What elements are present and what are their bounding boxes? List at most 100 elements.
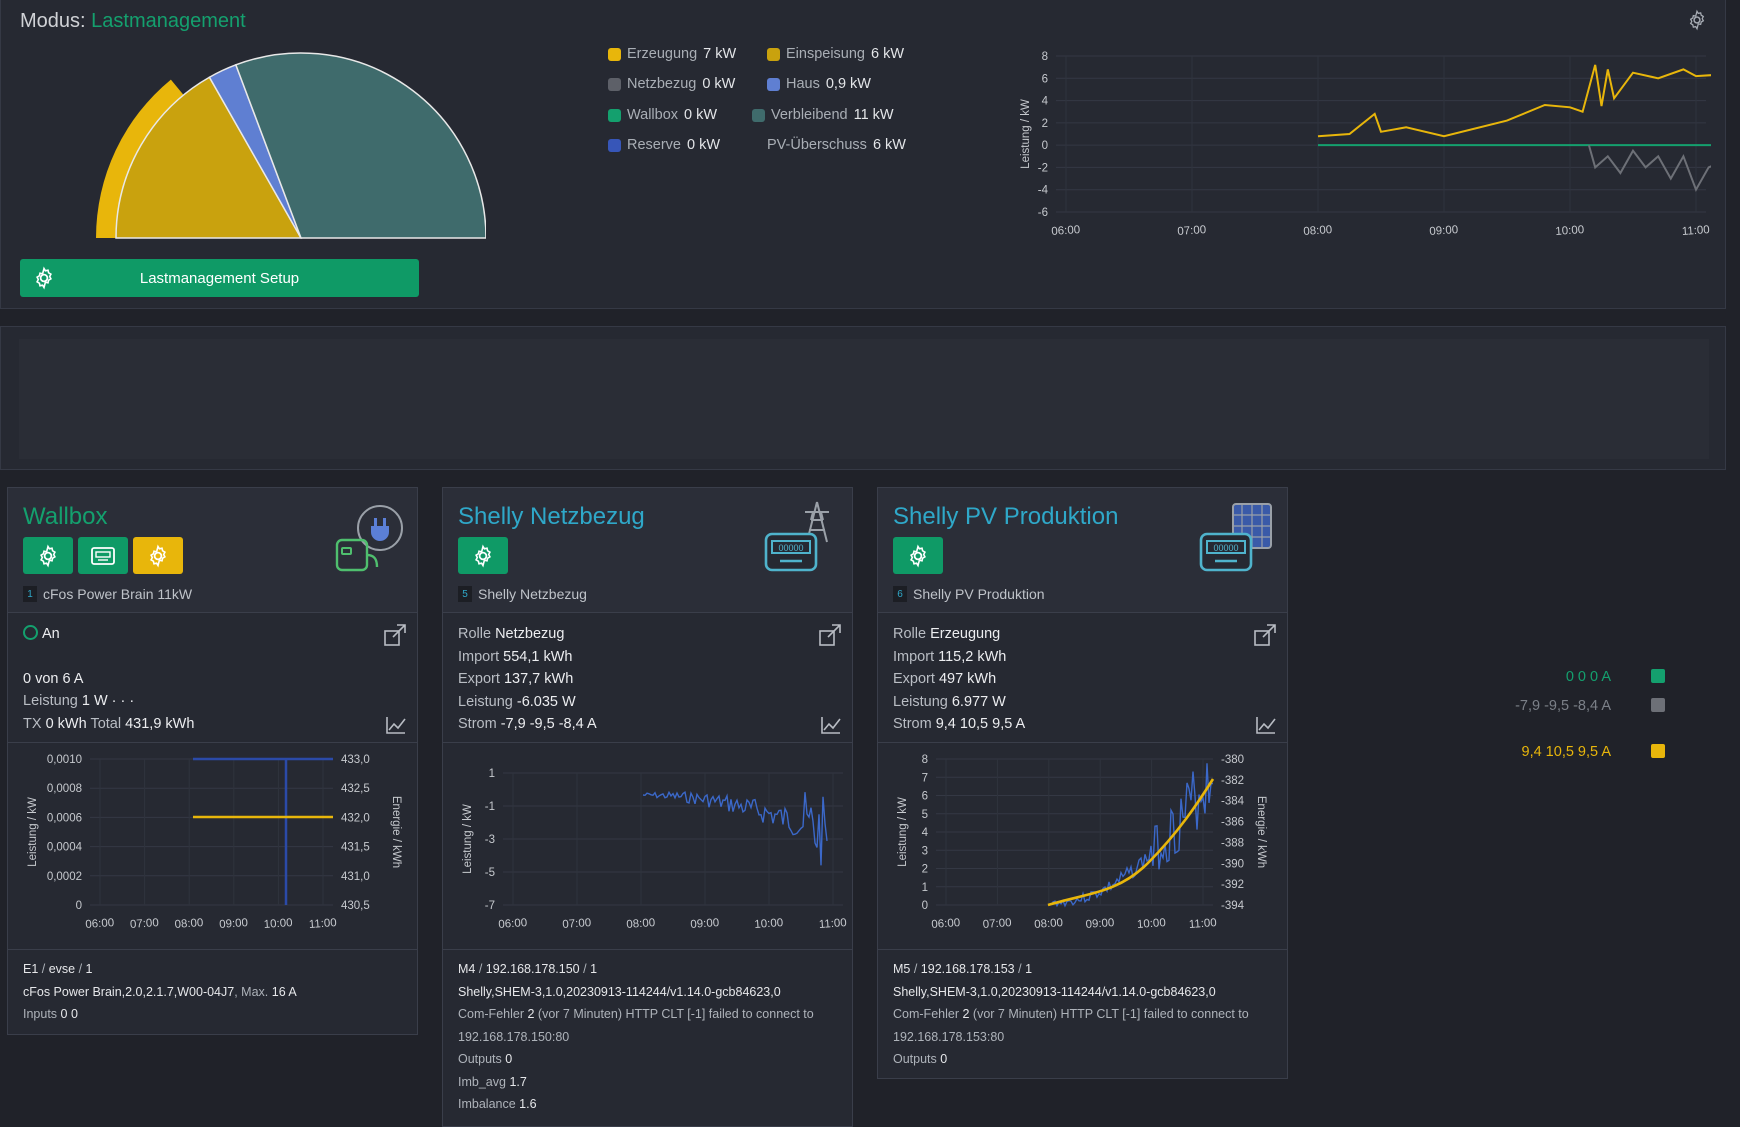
x-tick-label: 10:00	[754, 917, 784, 931]
device-current: 0 0 0 A	[1565, 669, 1611, 685]
open-window-icon[interactable]	[818, 623, 842, 647]
firmware: Shelly,SHEM-3,1.0,20230913-114244/v1.14.…	[458, 984, 781, 999]
device-model: Shelly Netzbezug	[478, 586, 587, 602]
import-label: Import	[458, 648, 500, 665]
y2-tick-label: 430,5	[341, 900, 370, 912]
chart-icon[interactable]	[820, 715, 842, 735]
mode-indicator: Modus: Lastmanagement	[20, 10, 246, 33]
legend-item[interactable]: Verbleibend 11 kW	[752, 107, 894, 123]
pv-card-header: Shelly PV Produktion 6 Shelly PV Produkt…	[878, 488, 1287, 613]
card-title[interactable]: Shelly Netzbezug	[458, 503, 645, 530]
imbalance-label: Imbalance	[458, 1097, 516, 1111]
x-tick-label: 11:00	[1188, 917, 1217, 931]
gear-icon	[36, 266, 52, 290]
tx-label: TX	[23, 715, 42, 732]
legend-value: 0,9 kW	[825, 76, 871, 92]
chart-icon[interactable]	[385, 715, 407, 735]
y2-tick-label: -384	[1221, 796, 1245, 808]
y-tick-label: 2	[1042, 118, 1048, 130]
legend-value: 6 kW	[871, 46, 905, 62]
open-window-icon[interactable]	[1253, 623, 1277, 647]
more-dots[interactable]: · · ·	[111, 693, 135, 709]
y2-tick-label: -388	[1221, 837, 1244, 849]
legend-swatch	[608, 138, 621, 152]
legend-item[interactable]: PV-Überschuss 6 kW	[767, 137, 906, 153]
y-tick-label: -7	[485, 900, 495, 912]
imbalance-value: 1.6	[519, 1097, 537, 1111]
x-tick-label: 10:00	[263, 917, 293, 931]
legend-swatch	[752, 108, 765, 122]
device-status-indicator	[1651, 698, 1665, 712]
card-title[interactable]: Wallbox	[23, 503, 108, 530]
legend-item[interactable]: Erzeugung 7 kW	[608, 46, 736, 62]
legend-item[interactable]: Einspeisung 6 kW	[767, 46, 904, 62]
lastmanagement-setup-button[interactable]: Lastmanagement Setup	[20, 259, 419, 297]
card-subtitle: 1 cFos Power Brain 11kW	[23, 586, 192, 602]
rolle-label: Rolle	[893, 626, 927, 642]
charging-settings-button[interactable]	[133, 537, 183, 574]
pie-erzeugung-ring	[96, 79, 184, 239]
card-title[interactable]: Shelly PV Produktion	[893, 503, 1119, 530]
card-subtitle: 5 Shelly Netzbezug	[458, 586, 587, 602]
card-subtitle: 6 Shelly PV Produktion	[893, 586, 1045, 602]
leistung-value: 1 W	[81, 693, 108, 709]
meter-button[interactable]	[78, 537, 128, 574]
energy-series-line	[1047, 778, 1215, 907]
open-window-icon[interactable]	[383, 623, 407, 647]
x-tick-label: 07:00	[562, 917, 592, 931]
state-circle-icon	[23, 625, 38, 640]
legend-item[interactable]: Reserve 0 kW	[608, 137, 720, 153]
y2-tick-label: 433,0	[341, 754, 370, 766]
inputs-label: Inputs	[23, 1007, 58, 1021]
y-tick-label: -2	[1038, 162, 1048, 174]
power-series-line	[1052, 763, 1214, 908]
max-label: , Max.	[234, 984, 269, 999]
grid-meter-icon: 00000	[764, 501, 829, 572]
error-label: Com-Fehler	[458, 1007, 524, 1021]
card-buttons	[458, 537, 508, 574]
legend-item[interactable]: Haus 0,9 kW	[767, 76, 871, 92]
x-tick-label: 11:00	[818, 917, 847, 931]
netzbezug-footer: M4 / 192.168.178.150 / 1 Shelly,SHEM-3,1…	[458, 962, 814, 1111]
svg-text:00000: 00000	[778, 543, 803, 553]
settings-button[interactable]	[23, 537, 73, 574]
y2-tick-label: 431,5	[341, 842, 370, 854]
legend-item[interactable]: Wallbox 0 kW	[608, 107, 717, 123]
device-status-indicator	[1651, 744, 1665, 758]
meter-icon	[91, 546, 115, 565]
x-tick-label: 09:00	[690, 917, 720, 931]
y-tick-label: 8	[1042, 51, 1048, 63]
y2-tick-label: 432,5	[341, 783, 370, 795]
leistung-value: 6.977 W	[951, 693, 1006, 710]
legend-swatch	[608, 77, 621, 91]
id-a: M4	[458, 962, 476, 976]
x-tick-label: 08:00	[626, 917, 656, 931]
y-tick-label: 7	[922, 772, 928, 784]
netzbezug-card-header: Shelly Netzbezug 5 Shelly Netzbezug 0000…	[443, 488, 852, 613]
gear-icon	[475, 543, 491, 568]
y-tick-label: -4	[1038, 185, 1049, 197]
solar-meter-icon: 00000	[1199, 503, 1272, 572]
export-label: Export	[893, 671, 935, 687]
export-value: 137,7 kWh	[503, 671, 574, 687]
strom-label: Strom	[458, 716, 497, 732]
legend-item[interactable]: Netzbezug 0 kW	[608, 76, 735, 92]
settings-button[interactable]	[893, 537, 943, 574]
rolle-value: Erzeugung	[930, 626, 1001, 642]
settings-button[interactable]	[458, 537, 508, 574]
outputs-value: 0	[940, 1052, 948, 1066]
id-c: 1	[1025, 962, 1033, 976]
y2-tick-label: -386	[1221, 817, 1244, 829]
legend-value: 11 kW	[853, 107, 894, 123]
gear-icon	[40, 543, 56, 568]
y-axis-label: Leistung / kW	[462, 804, 474, 874]
card-buttons	[893, 537, 943, 574]
outputs-label: Outputs	[458, 1052, 502, 1066]
export-label: Export	[458, 671, 500, 687]
y-tick-label: 6	[922, 791, 928, 803]
chart-icon[interactable]	[1255, 715, 1277, 735]
y-tick-label: -1	[485, 801, 495, 813]
imb-avg-label: Imb_avg	[458, 1074, 506, 1089]
settings-gear-icon[interactable]	[1686, 9, 1708, 31]
leistung-value: -6.035 W	[516, 693, 576, 710]
